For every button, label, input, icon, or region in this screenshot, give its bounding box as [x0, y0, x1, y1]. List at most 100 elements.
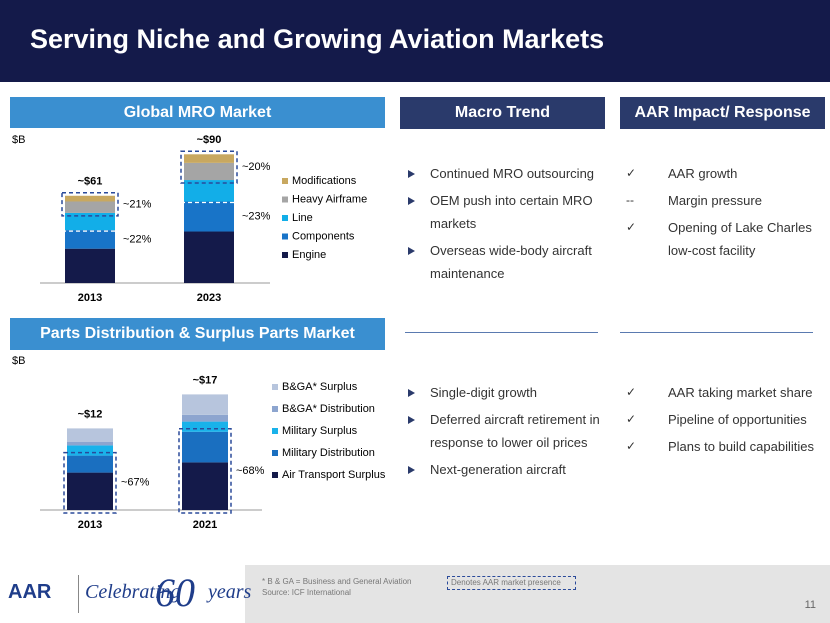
- bar-segment: [184, 180, 234, 202]
- bar-segment: [65, 248, 115, 283]
- bullet-text: Single-digit growth: [430, 385, 537, 400]
- annotation: ~20%: [242, 161, 271, 173]
- bullet-item: Deferred aircraft retirement in response…: [402, 408, 602, 454]
- bullet-text: Next-generation aircraft: [430, 462, 566, 477]
- bullet-marker: [408, 416, 415, 424]
- bullet-item: Single-digit growth: [402, 381, 602, 404]
- legend-swatch: [282, 215, 288, 221]
- unit-label: $B: [12, 134, 25, 146]
- legend-label: Line: [292, 212, 313, 224]
- bar-segment: [67, 455, 113, 473]
- charts: $B 2013 ~$61 ~21% ~22% 2023 ~$90 ~20% ~23% Engine…: [12, 134, 386, 531]
- divider: [620, 332, 813, 333]
- legend-label: Heavy Airframe: [292, 193, 367, 205]
- unit-label: $B: [12, 355, 25, 367]
- presence-box: [61, 192, 119, 217]
- bar-segment: [182, 414, 228, 422]
- logo-suffix: years: [208, 581, 252, 603]
- impact-marker: --: [626, 193, 634, 207]
- macro-list: Single-digit growth Deferred aircraft ret…: [402, 381, 602, 485]
- bullet-marker: [408, 247, 415, 255]
- x-tick-label: 2021: [193, 519, 217, 531]
- impact-text: Margin pressure: [668, 193, 762, 208]
- annotation: ~21%: [123, 198, 152, 210]
- footnote: * B & GA = Business and General Aviation: [262, 577, 412, 586]
- bar-segment: [182, 431, 228, 463]
- logo-tagline: Celebrating: [85, 581, 181, 603]
- annotation: ~22%: [123, 233, 152, 245]
- bar-segment: [67, 428, 113, 442]
- legend-swatch: [272, 450, 278, 456]
- impact-item: ✓ Plans to build capabilities: [620, 435, 825, 458]
- annotation: ~67%: [121, 477, 150, 489]
- presence-box: [178, 428, 232, 514]
- impact-marker: ✓: [626, 166, 637, 180]
- annotation: ~68%: [236, 465, 265, 477]
- total-label: ~$12: [78, 408, 103, 420]
- panel-header: AAR Impact/ Response: [620, 97, 825, 129]
- legend-label: Military Surplus: [282, 425, 358, 437]
- legend-swatch: [272, 472, 278, 478]
- bullet-marker: [408, 466, 415, 474]
- panel-header: Parts Distribution & Surplus Parts Marke…: [10, 318, 385, 350]
- bullet-item: OEM push into certain MRO markets: [402, 189, 602, 235]
- presence-box: [180, 150, 238, 184]
- legend-swatch: [282, 178, 288, 184]
- impact-item: ✓ Pipeline of opportunities: [620, 408, 825, 431]
- total-label: ~$61: [78, 176, 103, 188]
- legend-label: Components: [292, 230, 355, 242]
- bullet-marker: [408, 170, 415, 178]
- logo-rule: [78, 575, 79, 613]
- bullet-item: Continued MRO outsourcing: [402, 162, 602, 185]
- legend-label: B&GA* Distribution: [282, 403, 375, 415]
- presence-legend: Denotes AAR market presence: [447, 576, 576, 590]
- bullet-text: OEM push into certain MRO markets: [430, 193, 593, 231]
- impact-text: Plans to build capabilities: [668, 439, 814, 454]
- impact-item: ✓ Opening of Lake Charles low-cost facili…: [620, 216, 825, 262]
- impact-marker: ✓: [626, 412, 637, 426]
- divider: [405, 332, 598, 333]
- bar-segment: [67, 445, 113, 456]
- bullet-item: Overseas wide-body aircraft maintenance: [402, 239, 602, 285]
- logo-brand: AAR: [8, 581, 52, 603]
- slide-title: Serving Niche and Growing Aviation Marke…: [30, 24, 605, 54]
- legend-swatch: [272, 384, 278, 390]
- bullet-text: Continued MRO outsourcing: [430, 166, 595, 181]
- bar-segment: [182, 394, 228, 415]
- footnote: Source: ICF International: [262, 588, 351, 597]
- bar-segment: [65, 212, 115, 231]
- bar-segment: [184, 231, 234, 283]
- legend-swatch: [282, 196, 288, 203]
- x-tick-label: 2013: [78, 292, 102, 304]
- legend-swatch: [272, 428, 278, 434]
- bullet-marker: [408, 389, 415, 397]
- bar-segment: [184, 201, 234, 232]
- x-tick-label: 2013: [78, 519, 102, 531]
- impact-item: -- Margin pressure: [620, 189, 825, 212]
- header-band: [0, 0, 830, 82]
- logo-number: 60: [155, 570, 195, 615]
- bar-segment: [65, 195, 115, 202]
- impact-marker: ✓: [626, 439, 637, 453]
- total-label: ~$90: [197, 134, 222, 146]
- impact-text: Opening of Lake Charles low-cost facilit…: [668, 220, 812, 258]
- impact-list: ✓ AAR taking market share ✓ Pipeline of opp…: [620, 381, 825, 462]
- panel-header: Macro Trend: [400, 97, 605, 129]
- bar-segment: [67, 442, 113, 446]
- bullet-item: Next-generation aircraft: [402, 458, 602, 481]
- impact-text: AAR taking market share: [668, 385, 813, 400]
- impact-marker: ✓: [626, 220, 637, 234]
- bullet-text: Deferred aircraft retirement in response…: [430, 412, 600, 450]
- bullet-marker: [408, 197, 415, 205]
- legend-label: Engine: [292, 249, 326, 261]
- legend-swatch: [282, 233, 288, 240]
- legend-label: Air Transport Surplus: [282, 469, 386, 481]
- bar-segment: [67, 472, 113, 510]
- impact-text: Pipeline of opportunities: [668, 412, 807, 427]
- bar-segment: [184, 162, 234, 181]
- impact-list: ✓ AAR growth -- Margin pressure ✓ Opening of …: [620, 162, 825, 266]
- legend-label: Military Distribution: [282, 447, 375, 459]
- bar-segment: [182, 462, 228, 510]
- bar-segment: [184, 154, 234, 163]
